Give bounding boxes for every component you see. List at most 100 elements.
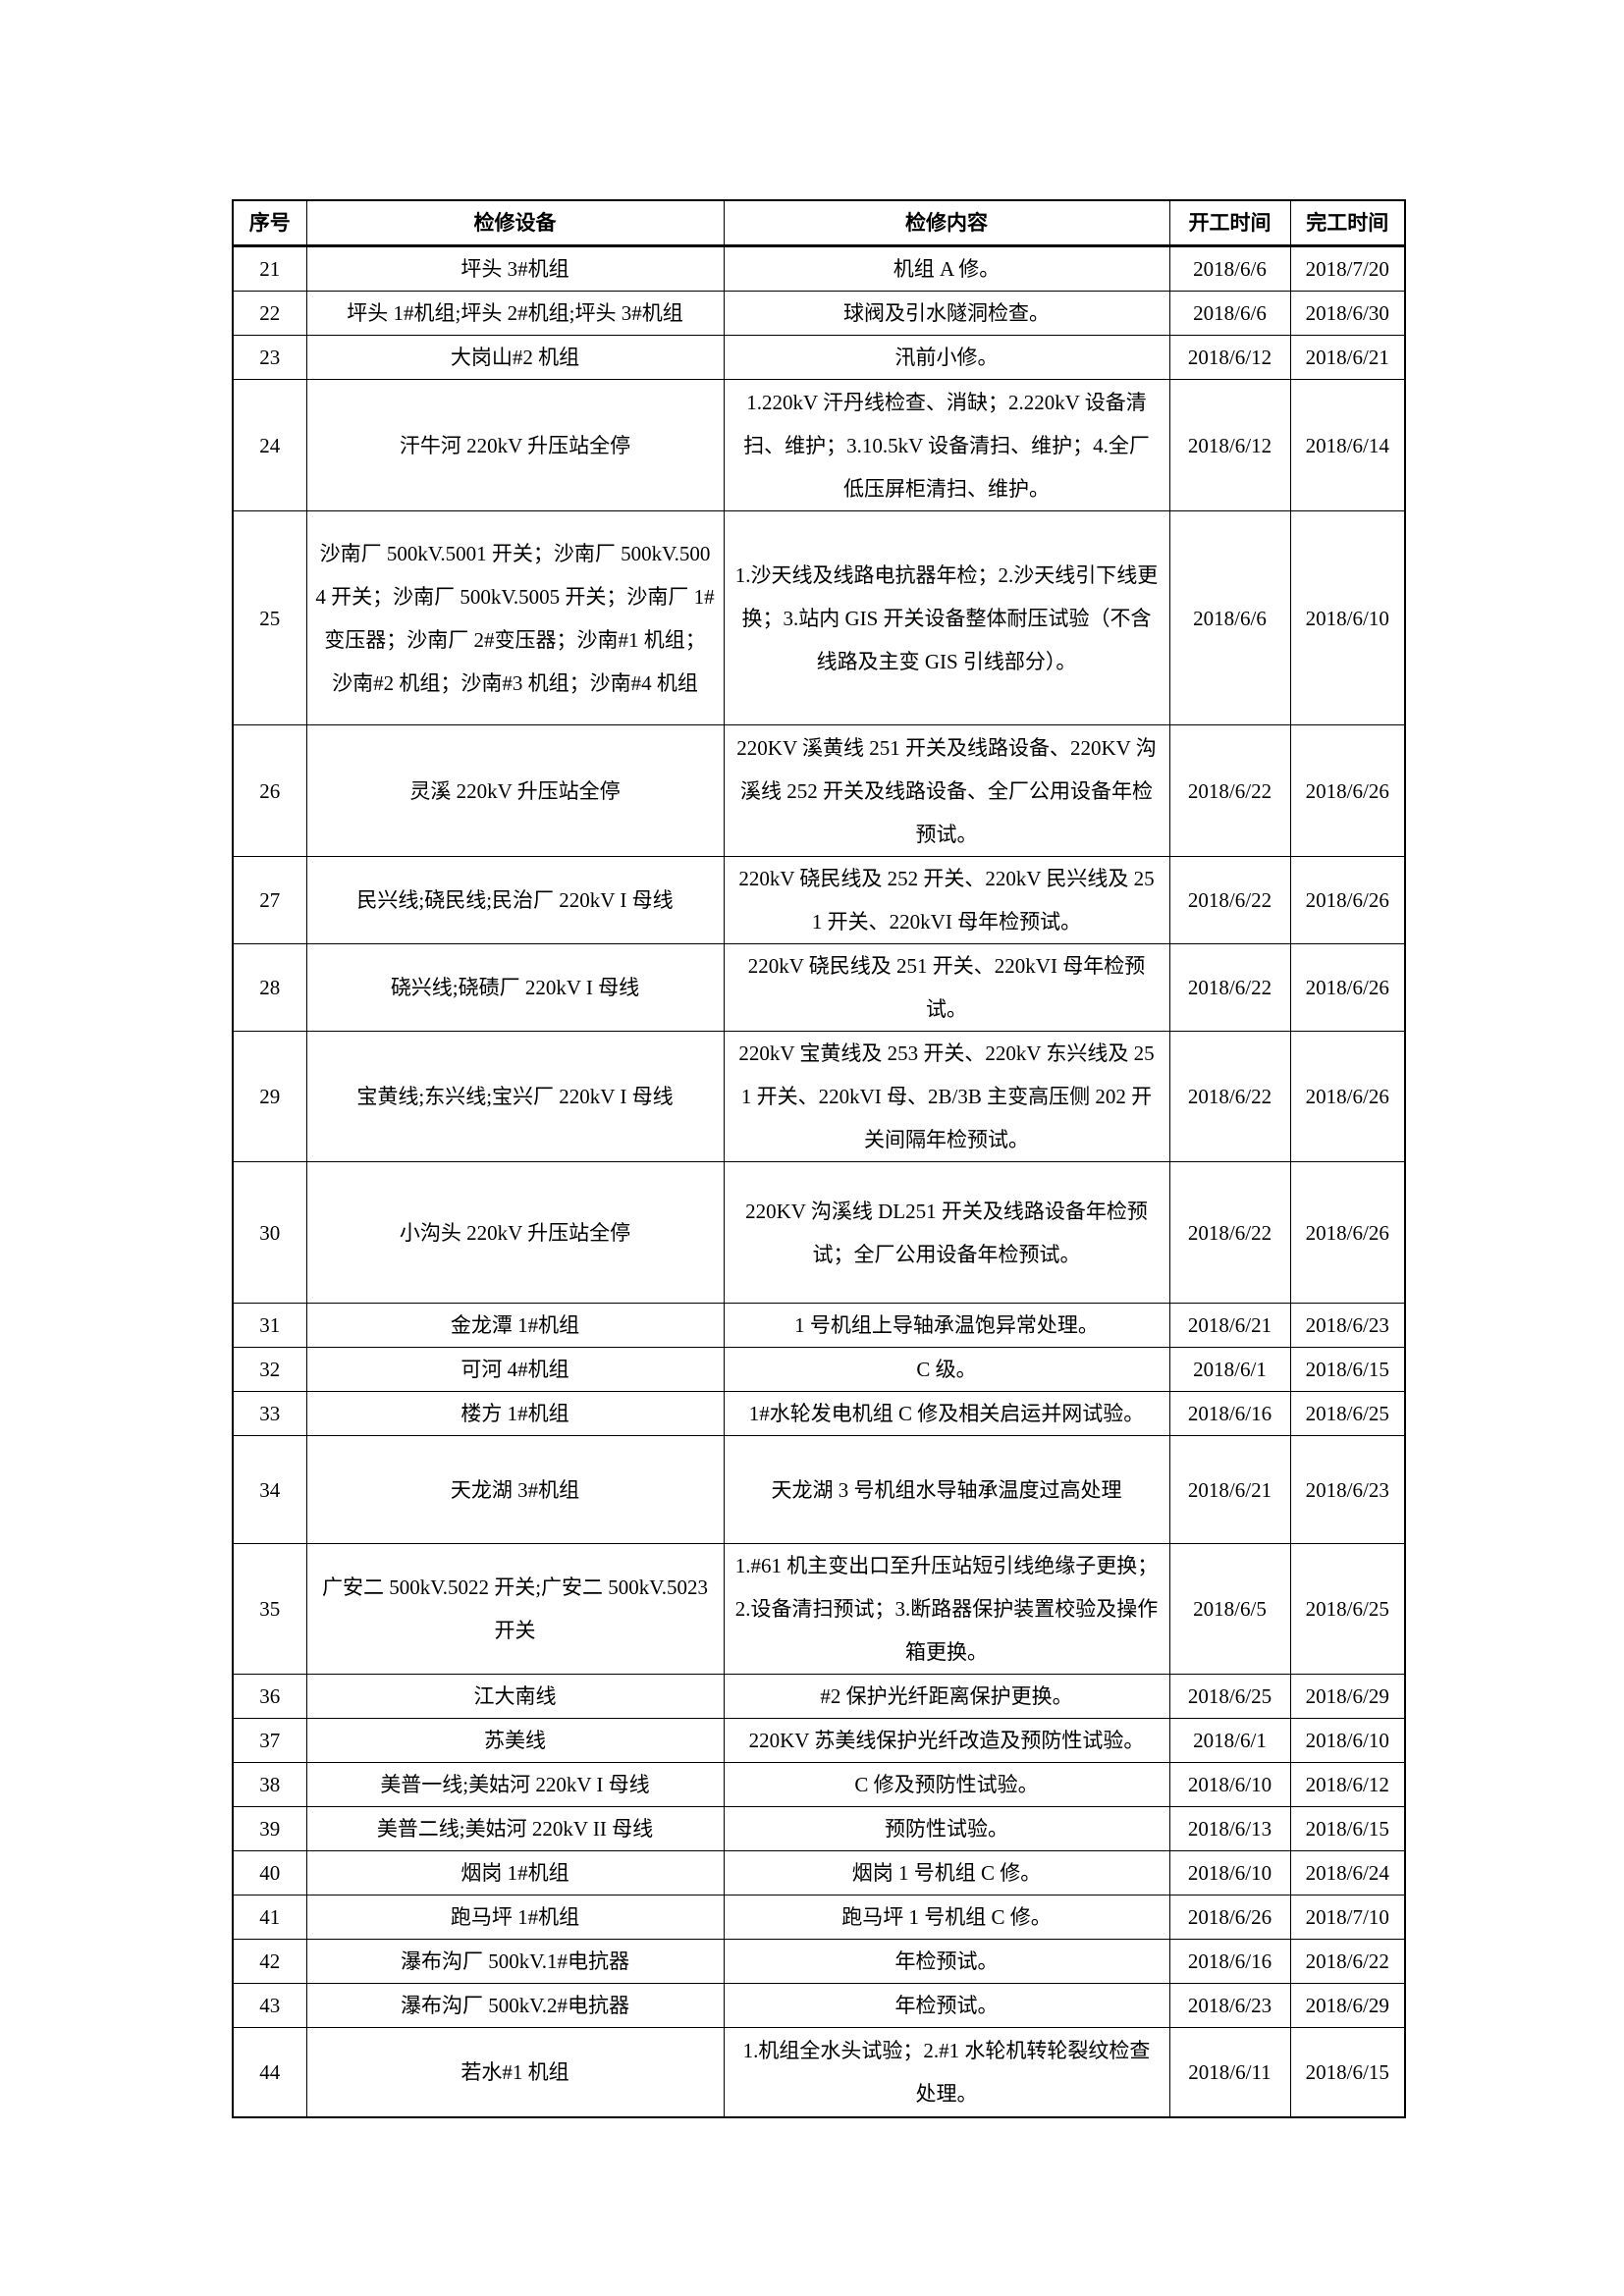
equipment-cell: 若水#1 机组	[305, 2027, 725, 2117]
start-date: 2018/6/21	[1168, 1303, 1291, 1348]
content-cell: 1 号机组上导轴承温饱异常处理。	[723, 1303, 1170, 1348]
start-date: 2018/6/22	[1168, 724, 1291, 857]
header-start: 开工时间	[1168, 199, 1291, 247]
table-row: 22 坪头 1#机组;坪头 2#机组;坪头 3#机组 球阀及引水隧洞检查。 2018/…	[232, 291, 1406, 336]
start-date: 2018/6/1	[1168, 1718, 1291, 1763]
end-date: 2018/6/23	[1289, 1303, 1406, 1348]
row-number: 41	[232, 1895, 307, 1940]
content-cell: 年检预试。	[723, 1939, 1170, 1984]
table-body: 21 坪头 3#机组 机组 A 修。 2018/6/6 2018/7/20 22 坪头 1#…	[232, 245, 1406, 2117]
equipment-cell: 美普二线;美姑河 220kV II 母线	[305, 1806, 725, 1851]
table-row: 28 硗兴线;硗碛厂 220kV I 母线 220kV 硗民线及 251 开关、22…	[232, 943, 1406, 1032]
equipment-cell: 跑马坪 1#机组	[305, 1895, 725, 1940]
table-row: 42 瀑布沟厂 500kV.1#电抗器 年检预试。 2018/6/16 2018/6/2…	[232, 1939, 1406, 1984]
table-row: 34 天龙湖 3#机组 天龙湖 3 号机组水导轴承温度过高处理 2018/6/21 20…	[232, 1435, 1406, 1544]
row-number: 24	[232, 379, 307, 511]
end-date: 2018/6/15	[1289, 1806, 1406, 1851]
start-date: 2018/6/26	[1168, 1895, 1291, 1940]
row-number: 22	[232, 291, 307, 336]
end-date: 2018/6/24	[1289, 1850, 1406, 1896]
row-number: 34	[232, 1435, 307, 1544]
equipment-cell: 小沟头 220kV 升压站全停	[305, 1161, 725, 1304]
maintenance-table: 序号 检修设备 检修内容 开工时间 完工时间 21 坪头 3#机组 机组 A 修。 2…	[232, 199, 1406, 2118]
equipment-cell: 瀑布沟厂 500kV.2#电抗器	[305, 1983, 725, 2028]
content-cell: 天龙湖 3 号机组水导轴承温度过高处理	[723, 1435, 1170, 1544]
row-number: 23	[232, 335, 307, 380]
row-number: 40	[232, 1850, 307, 1896]
row-number: 28	[232, 943, 307, 1032]
table-row: 26 灵溪 220kV 升压站全停 220KV 溪黄线 251 开关及线路设备、22…	[232, 724, 1406, 857]
content-cell: 220KV 苏美线保护光纤改造及预防性试验。	[723, 1718, 1170, 1763]
content-cell: 220kV 宝黄线及 253 开关、220kV 东兴线及 251 开关、220k…	[723, 1031, 1170, 1162]
content-cell: C 级。	[723, 1347, 1170, 1392]
end-date: 2018/6/26	[1289, 1161, 1406, 1304]
start-date: 2018/6/16	[1168, 1391, 1291, 1436]
table-row: 35 广安二 500kV.5022 开关;广安二 500kV.5023 开关 1.#…	[232, 1543, 1406, 1675]
row-number: 36	[232, 1674, 307, 1719]
equipment-cell: 沙南厂 500kV.5001 开关；沙南厂 500kV.5004 开关；沙南厂 …	[305, 510, 725, 725]
row-number: 39	[232, 1806, 307, 1851]
row-number: 33	[232, 1391, 307, 1436]
start-date: 2018/6/13	[1168, 1806, 1291, 1851]
table-row: 25 沙南厂 500kV.5001 开关；沙南厂 500kV.5004 开关；沙南…	[232, 510, 1406, 725]
start-date: 2018/6/12	[1168, 335, 1291, 380]
end-date: 2018/6/25	[1289, 1391, 1406, 1436]
start-date: 2018/6/11	[1168, 2027, 1291, 2117]
equipment-cell: 烟岗 1#机组	[305, 1850, 725, 1896]
table-row: 39 美普二线;美姑河 220kV II 母线 预防性试验。 2018/6/13 201…	[232, 1806, 1406, 1851]
start-date: 2018/6/22	[1168, 1161, 1291, 1304]
table-row: 43 瀑布沟厂 500kV.2#电抗器 年检预试。 2018/6/23 2018/6/2…	[232, 1983, 1406, 2028]
row-number: 35	[232, 1543, 307, 1675]
start-date: 2018/6/12	[1168, 379, 1291, 511]
start-date: 2018/6/21	[1168, 1435, 1291, 1544]
start-date: 2018/6/16	[1168, 1939, 1291, 1984]
content-cell: 机组 A 修。	[723, 245, 1170, 292]
table-row: 33 楼方 1#机组 1#水轮发电机组 C 修及相关启运并网试验。 2018/6/16…	[232, 1391, 1406, 1436]
end-date: 2018/6/23	[1289, 1435, 1406, 1544]
table-row: 24 汗牛河 220kV 升压站全停 1.220kV 汗丹线检查、消缺；2.220k…	[232, 379, 1406, 511]
equipment-cell: 汗牛河 220kV 升压站全停	[305, 379, 725, 511]
equipment-cell: 天龙湖 3#机组	[305, 1435, 725, 1544]
equipment-cell: 灵溪 220kV 升压站全停	[305, 724, 725, 857]
equipment-cell: 宝黄线;东兴线;宝兴厂 220kV I 母线	[305, 1031, 725, 1162]
end-date: 2018/6/25	[1289, 1543, 1406, 1675]
table-row: 44 若水#1 机组 1.机组全水头试验；2.#1 水轮机转轮裂纹检查处理。 2018…	[232, 2027, 1406, 2117]
end-date: 2018/6/30	[1289, 291, 1406, 336]
end-date: 2018/6/26	[1289, 856, 1406, 944]
start-date: 2018/6/23	[1168, 1983, 1291, 2028]
content-cell: 跑马坪 1 号机组 C 修。	[723, 1895, 1170, 1940]
equipment-cell: 大岗山#2 机组	[305, 335, 725, 380]
row-number: 42	[232, 1939, 307, 1984]
equipment-cell: 金龙潭 1#机组	[305, 1303, 725, 1348]
row-number: 31	[232, 1303, 307, 1348]
row-number: 44	[232, 2027, 307, 2117]
equipment-cell: 楼方 1#机组	[305, 1391, 725, 1436]
row-number: 32	[232, 1347, 307, 1392]
equipment-cell: 美普一线;美姑河 220kV I 母线	[305, 1762, 725, 1807]
content-cell: 1.#61 机主变出口至升压站短引线绝缘子更换；2.设备清扫预试；3.断路器保护…	[723, 1543, 1170, 1675]
content-cell: 1.220kV 汗丹线检查、消缺；2.220kV 设备清扫、维护；3.10.5k…	[723, 379, 1170, 511]
end-date: 2018/7/10	[1289, 1895, 1406, 1940]
start-date: 2018/6/1	[1168, 1347, 1291, 1392]
row-number: 25	[232, 510, 307, 725]
row-number: 29	[232, 1031, 307, 1162]
table-row: 21 坪头 3#机组 机组 A 修。 2018/6/6 2018/7/20	[232, 245, 1406, 292]
start-date: 2018/6/10	[1168, 1762, 1291, 1807]
end-date: 2018/7/20	[1289, 245, 1406, 292]
end-date: 2018/6/29	[1289, 1674, 1406, 1719]
table-row: 29 宝黄线;东兴线;宝兴厂 220kV I 母线 220kV 宝黄线及 253 开…	[232, 1031, 1406, 1162]
row-number: 30	[232, 1161, 307, 1304]
start-date: 2018/6/6	[1168, 245, 1291, 292]
content-cell: 1.沙天线及线路电抗器年检；2.沙天线引下线更换；3.站内 GIS 开关设备整体…	[723, 510, 1170, 725]
table-row: 31 金龙潭 1#机组 1 号机组上导轴承温饱异常处理。 2018/6/21 2018/…	[232, 1303, 1406, 1348]
start-date: 2018/6/6	[1168, 510, 1291, 725]
end-date: 2018/6/26	[1289, 943, 1406, 1032]
table-row: 36 江大南线 #2 保护光纤距离保护更换。 2018/6/25 2018/6/29	[232, 1674, 1406, 1719]
start-date: 2018/6/22	[1168, 1031, 1291, 1162]
content-cell: 220kV 硗民线及 251 开关、220kVI 母年检预试。	[723, 943, 1170, 1032]
table-row: 27 民兴线;硗民线;民治厂 220kV I 母线 220kV 硗民线及 252 开…	[232, 856, 1406, 944]
table-row: 38 美普一线;美姑河 220kV I 母线 C 修及预防性试验。 2018/6/10…	[232, 1762, 1406, 1807]
equipment-cell: 广安二 500kV.5022 开关;广安二 500kV.5023 开关	[305, 1543, 725, 1675]
end-date: 2018/6/22	[1289, 1939, 1406, 1984]
table-row: 23 大岗山#2 机组 汛前小修。 2018/6/12 2018/6/21	[232, 335, 1406, 380]
